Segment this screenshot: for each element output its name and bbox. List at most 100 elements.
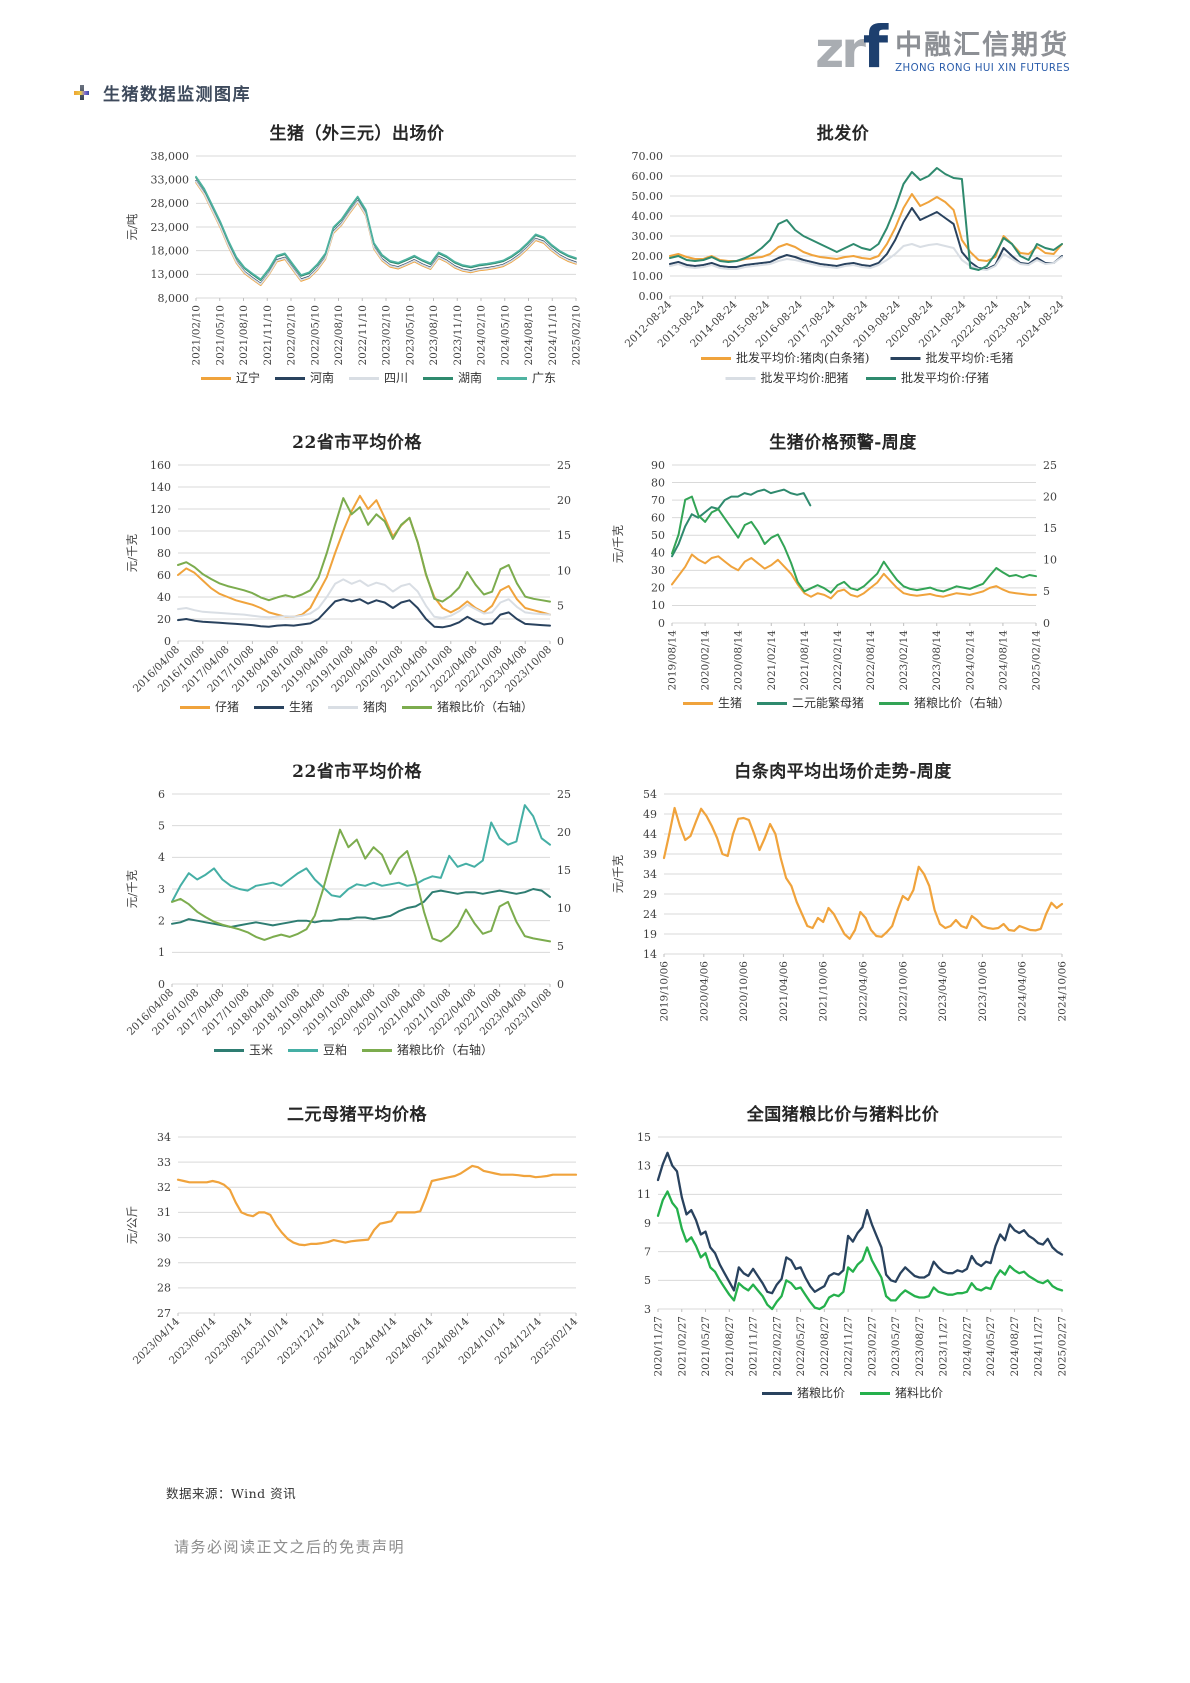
chart-canvas-price-warning-weekly: 0 10 20 30 40 50 60 70 80 90 0 5 10 15 20 25 2019/08/14 2…: [611, 459, 1057, 710]
page-header: zrf 中融汇信期货 ZHONG RONG HUI XIN FUTURES: [0, 0, 1190, 76]
svg-text:生猪: 生猪: [718, 696, 742, 710]
svg-text:2022/10/06: 2022/10/06: [897, 961, 909, 1022]
svg-text:2022/02/14: 2022/02/14: [832, 630, 844, 691]
svg-text:2024/08/10: 2024/08/10: [523, 305, 535, 366]
svg-text:29: 29: [643, 888, 657, 901]
svg-text:2022/08/10: 2022/08/10: [333, 305, 345, 366]
svg-text:60: 60: [651, 512, 665, 525]
svg-text:2020/10/06: 2020/10/06: [738, 961, 750, 1022]
svg-text:2024/11/27: 2024/11/27: [1033, 1316, 1045, 1377]
svg-text:2023/02/27: 2023/02/27: [866, 1316, 878, 1377]
svg-text:2023/02/14: 2023/02/14: [898, 630, 910, 691]
svg-text:70: 70: [651, 494, 665, 507]
logo-f-text: f: [862, 13, 888, 81]
svg-text:3: 3: [644, 1303, 651, 1316]
svg-text:5: 5: [557, 600, 564, 613]
svg-text:60: 60: [157, 569, 171, 582]
chart-title: 批发价: [816, 124, 870, 145]
chart-canvas-binary-sow-price: 27282930313233342023/04/142023/06/142023…: [125, 1131, 580, 1367]
svg-text:2023/05/10: 2023/05/10: [404, 305, 416, 366]
section-header: 生猪数据监测图库: [74, 80, 1190, 105]
svg-text:2: 2: [158, 915, 165, 928]
svg-text:2022/02/27: 2022/02/27: [771, 1316, 783, 1377]
svg-text:2025/02/27: 2025/02/27: [1057, 1316, 1069, 1377]
svg-text:39: 39: [643, 848, 657, 861]
svg-text:140: 140: [150, 481, 171, 494]
svg-text:2023/10/06: 2023/10/06: [977, 961, 989, 1022]
chart-wholesale-price: 批发价 0.00 10.00 20.00 30.00 40.00 50.00 60.00 70…: [608, 119, 1078, 404]
svg-text:20: 20: [157, 613, 171, 626]
svg-text:33,000: 33,000: [151, 174, 190, 187]
svg-text:7: 7: [644, 1246, 651, 1259]
svg-text:15: 15: [557, 864, 571, 877]
svg-text:2022/04/06: 2022/04/06: [858, 961, 870, 1022]
svg-text:2024/08/14: 2024/08/14: [997, 630, 1009, 691]
svg-text:4: 4: [158, 851, 165, 864]
svg-text:2021/08/14: 2021/08/14: [799, 630, 811, 691]
svg-text:2024/05/27: 2024/05/27: [985, 1316, 997, 1377]
chart-carcass-price-weekly: 白条肉平均出场价走势-周度 14 19 24 29 34 39 44 49 54 2019/10/…: [608, 757, 1078, 1076]
svg-text:2023/02/10: 2023/02/10: [381, 305, 393, 366]
svg-text:0: 0: [158, 978, 165, 991]
svg-text:元/千克: 元/千克: [125, 534, 139, 573]
svg-text:2024/02/27: 2024/02/27: [961, 1316, 973, 1377]
svg-text:25: 25: [1043, 459, 1057, 472]
chart-canvas-hog-grain-feed-ratio: 3 5 7 9 11 13 15 2020/11/27 2021/02/27 2021/05/27…: [637, 1131, 1069, 1400]
svg-text:20.00: 20.00: [632, 250, 664, 263]
svg-text:0: 0: [164, 635, 171, 648]
svg-text:生猪: 生猪: [289, 700, 313, 714]
svg-text:32: 32: [157, 1181, 171, 1194]
logo-zr-text: zr: [815, 21, 866, 79]
svg-text:元/公斤: 元/公斤: [125, 1206, 139, 1244]
svg-text:19: 19: [643, 928, 657, 941]
svg-text:25: 25: [557, 459, 571, 472]
svg-text:13,000: 13,000: [151, 268, 190, 281]
svg-text:0: 0: [658, 617, 665, 630]
disclaimer-note: 请务必阅读正文之后的免责声明: [174, 1538, 406, 1557]
svg-text:0: 0: [1043, 617, 1050, 630]
svg-text:2022/05/27: 2022/05/27: [795, 1316, 807, 1377]
chart-22province-feed-prices: 22省市平均价格 0 1 2 3 4 5 6 0 5 10 15 20 25 2016/04/08 2016…: [122, 757, 592, 1076]
svg-text:5: 5: [557, 940, 564, 953]
svg-text:广东: 广东: [532, 371, 556, 385]
svg-text:40: 40: [651, 547, 665, 560]
svg-text:0.00: 0.00: [639, 290, 664, 303]
svg-text:6: 6: [158, 788, 165, 801]
svg-text:2023/08/14: 2023/08/14: [931, 630, 943, 691]
chart-title: 生猪（外三元）出场价: [269, 124, 445, 145]
svg-text:28: 28: [157, 1282, 171, 1295]
svg-text:2024/10/06: 2024/10/06: [1057, 961, 1069, 1022]
chart-canvas-exit-price: 8,000 13,000 18,000 23,000 28,000 33,000 38,00…: [125, 150, 583, 385]
svg-text:60.00: 60.00: [632, 170, 664, 183]
svg-text:2022/08/14: 2022/08/14: [865, 630, 877, 691]
svg-text:11: 11: [637, 1188, 651, 1201]
chart-canvas-carcass-price-weekly: 14 19 24 29 34 39 44 49 54 2019/10/06 2020/04/06 20…: [611, 788, 1069, 1022]
chart-22province-pig-prices: 22省市平均价格 0 20 40 60 80 100 120 140 160 0 5 10 15 20 25…: [122, 428, 592, 733]
svg-text:猪粮比价（右轴）: 猪粮比价（右轴）: [437, 699, 533, 714]
logo-wordmark: 中融汇信期货 ZHONG RONG HUI XIN FUTURES: [895, 24, 1070, 74]
svg-text:44: 44: [643, 828, 657, 841]
svg-text:20: 20: [1043, 491, 1057, 504]
svg-text:2021/08/10: 2021/08/10: [238, 305, 250, 366]
svg-text:2020/08/14: 2020/08/14: [733, 630, 745, 691]
data-source-note: 数据来源：Wind 资讯: [166, 1486, 297, 1502]
svg-text:80: 80: [157, 547, 171, 560]
svg-text:2021/02/14: 2021/02/14: [766, 630, 778, 691]
chart-binary-sow-price: 二元母猪平均价格 27 28 29 30 31 32 33 34 2023/04/14 2023/…: [122, 1100, 592, 1419]
chart-canvas-22province-pig-prices: 02040608010012014016005101520252016/04/0…: [125, 459, 571, 714]
svg-text:10.00: 10.00: [632, 270, 664, 283]
svg-text:10: 10: [651, 600, 665, 613]
svg-text:27: 27: [157, 1307, 171, 1320]
svg-text:160: 160: [150, 459, 171, 472]
svg-text:20: 20: [651, 582, 665, 595]
svg-text:50: 50: [651, 529, 665, 542]
svg-text:5: 5: [1043, 586, 1050, 599]
svg-text:2024/02/10: 2024/02/10: [476, 305, 488, 366]
svg-text:2023/11/27: 2023/11/27: [938, 1316, 950, 1377]
svg-text:猪料比价: 猪料比价: [895, 1386, 943, 1400]
logo-zrf-mark: zrf: [815, 18, 888, 76]
svg-text:90: 90: [651, 459, 665, 472]
svg-text:34: 34: [643, 868, 657, 881]
svg-text:猪粮比价（右轴）: 猪粮比价（右轴）: [914, 695, 1010, 710]
svg-text:元/吨: 元/吨: [125, 213, 139, 240]
